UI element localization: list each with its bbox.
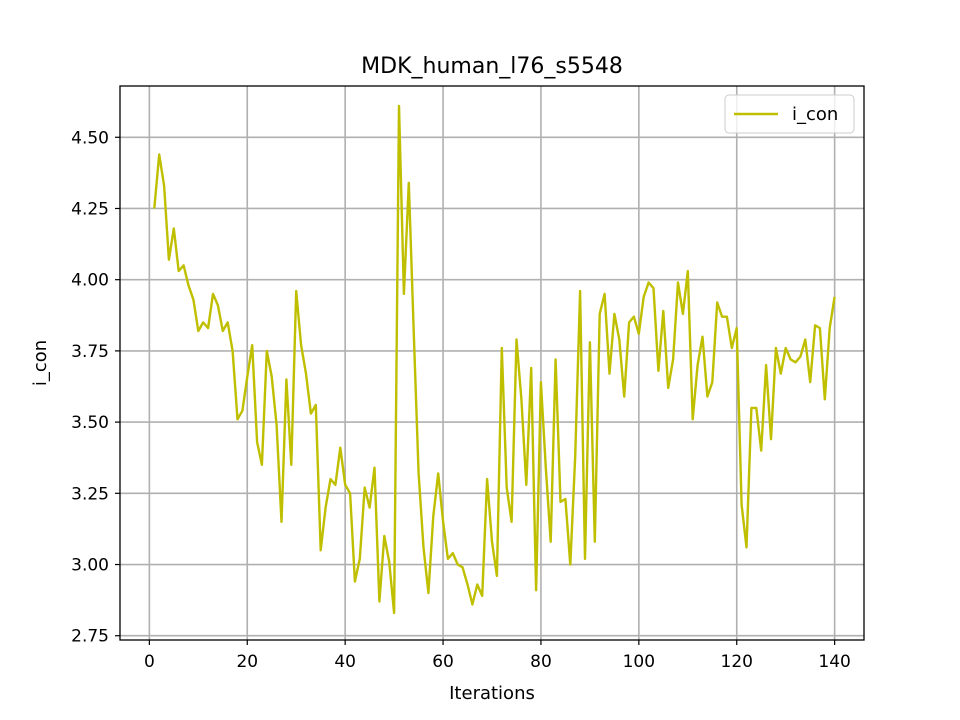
x-tick-label: 20 bbox=[236, 652, 258, 672]
x-axis-label: Iterations bbox=[449, 683, 535, 704]
x-tick-label: 80 bbox=[530, 652, 552, 672]
series-line-i-con bbox=[153, 104, 836, 615]
y-tick-label: 3.50 bbox=[71, 413, 109, 433]
legend-label-i-con: i_con bbox=[792, 104, 838, 125]
y-tick-label: 4.25 bbox=[71, 199, 109, 219]
y-tick-label: 4.50 bbox=[71, 128, 109, 148]
plot-area-frame bbox=[119, 85, 865, 641]
axis-ticks: 0 20 40 60 80 100 120 140 2.75 3.00 3.25 3.50 3.75 4.… bbox=[71, 128, 851, 672]
x-tick-label: 100 bbox=[623, 652, 655, 672]
y-tick-label: 2.75 bbox=[71, 627, 109, 647]
legend-box bbox=[724, 94, 855, 134]
legend: i_con bbox=[724, 94, 855, 134]
x-tick-label: 40 bbox=[334, 652, 356, 672]
y-tick-label: 3.25 bbox=[71, 484, 109, 504]
x-tick-label: 120 bbox=[721, 652, 753, 672]
x-tick-label: 140 bbox=[818, 652, 850, 672]
x-tick-label: 60 bbox=[432, 652, 454, 672]
grid bbox=[120, 86, 864, 640]
chart-title: MDK_human_l76_s5548 bbox=[361, 54, 623, 79]
x-tick-label: 0 bbox=[144, 652, 155, 672]
y-axis-label: i_con bbox=[30, 340, 51, 386]
y-tick-label: 4.00 bbox=[71, 271, 109, 291]
y-tick-label: 3.00 bbox=[71, 556, 109, 576]
series-layer bbox=[153, 104, 836, 615]
y-tick-label: 3.75 bbox=[71, 342, 109, 362]
